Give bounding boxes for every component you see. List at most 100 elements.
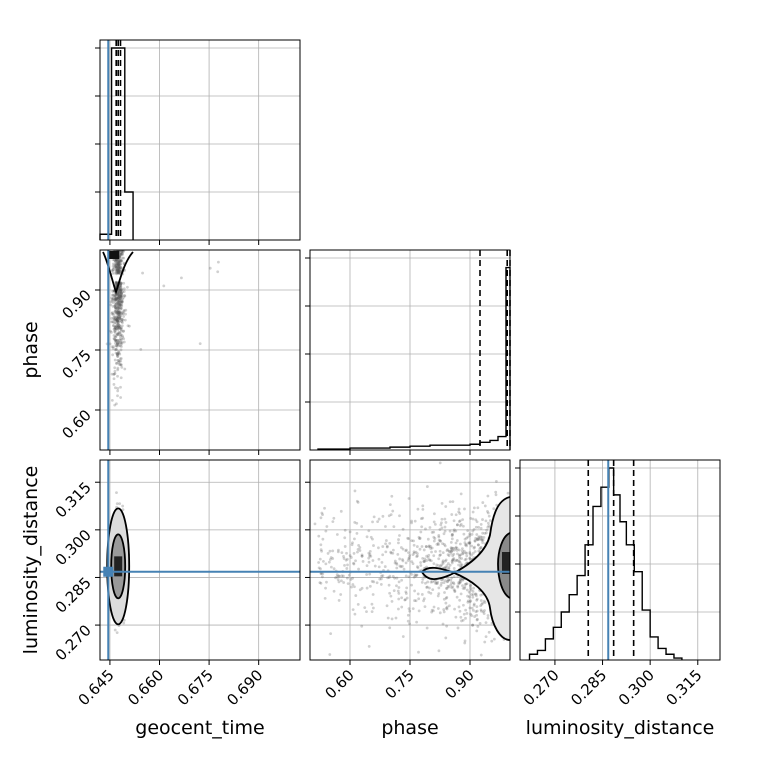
scatter-point xyxy=(115,258,119,262)
scatter-point xyxy=(114,265,118,269)
scatter-point xyxy=(397,597,401,601)
scatter-point xyxy=(119,285,123,289)
scatter-point xyxy=(120,300,123,304)
scatter-point xyxy=(471,595,475,599)
scatter-point xyxy=(116,311,120,315)
scatter-point xyxy=(112,383,116,386)
scatter-point xyxy=(116,342,120,346)
scatter-point xyxy=(481,531,485,535)
scatter-point xyxy=(325,580,328,584)
scatter-point xyxy=(119,326,122,330)
scatter-point xyxy=(116,301,120,304)
scatter-point xyxy=(421,504,425,508)
scatter-point xyxy=(120,291,124,295)
x-tick-label-geocent_time: 0.675 xyxy=(174,666,217,709)
scatter-point xyxy=(123,367,127,371)
scatter-point xyxy=(120,320,124,323)
scatter-point xyxy=(464,551,467,555)
scatter-point xyxy=(476,538,480,542)
scatter-point xyxy=(118,315,122,319)
scatter-point xyxy=(454,546,458,550)
scatter-point xyxy=(468,595,471,599)
scatter-point xyxy=(115,314,119,318)
scatter-point xyxy=(358,546,362,549)
scatter-point xyxy=(339,509,343,513)
scatter-point xyxy=(407,607,411,611)
scatter-point xyxy=(114,335,118,339)
scatter-point xyxy=(454,541,458,545)
scatter-point xyxy=(117,294,121,298)
scatter-point xyxy=(461,518,465,522)
scatter-point xyxy=(446,553,450,557)
scatter-point xyxy=(422,597,426,601)
scatter-point xyxy=(358,549,362,552)
scatter-point xyxy=(486,616,490,620)
scatter-point xyxy=(110,320,114,324)
scatter-point xyxy=(116,271,120,275)
scatter-point xyxy=(467,541,471,545)
scatter-point xyxy=(479,522,483,526)
scatter-point xyxy=(434,550,437,553)
scatter-point xyxy=(445,607,449,611)
scatter-point xyxy=(404,592,408,595)
scatter-point xyxy=(470,553,473,557)
scatter-point xyxy=(126,285,129,289)
scatter-point xyxy=(407,556,411,560)
scatter-point xyxy=(353,537,356,541)
scatter-point xyxy=(116,319,119,323)
scatter-point xyxy=(120,366,124,369)
scatter-point xyxy=(119,359,123,363)
y-axis-label-phase: phase xyxy=(20,321,42,378)
scatter-point xyxy=(400,578,404,582)
scatter-point xyxy=(450,576,454,580)
scatter-point xyxy=(321,513,324,517)
scatter-point xyxy=(115,281,118,285)
scatter-point xyxy=(469,588,473,592)
scatter-point xyxy=(115,310,119,313)
scatter-point xyxy=(400,564,404,568)
scatter-point xyxy=(110,399,114,402)
scatter-point xyxy=(404,590,408,594)
scatter-point xyxy=(119,328,123,332)
scatter-point xyxy=(434,581,437,585)
scatter-point xyxy=(117,260,121,264)
scatter-point xyxy=(452,546,455,550)
scatter-point xyxy=(118,337,122,341)
scatter-point xyxy=(342,554,345,558)
scatter-point xyxy=(369,554,373,558)
scatter-point xyxy=(422,548,426,552)
scatter-point xyxy=(432,535,436,539)
scatter-point xyxy=(404,598,407,602)
scatter-point xyxy=(416,566,420,570)
scatter-point xyxy=(115,261,119,265)
scatter-point xyxy=(444,558,448,562)
scatter-point xyxy=(397,541,400,545)
scatter-point xyxy=(116,325,120,328)
scatter-point xyxy=(117,269,121,273)
scatter-point xyxy=(398,557,402,561)
scatter-point xyxy=(476,543,480,547)
scatter-point xyxy=(475,609,479,613)
scatter-point xyxy=(117,290,121,294)
scatter-point xyxy=(114,344,118,348)
scatter-point xyxy=(111,264,115,268)
scatter-point xyxy=(337,574,340,578)
scatter-point xyxy=(113,330,116,333)
scatter-point xyxy=(121,253,124,256)
scatter-point xyxy=(118,338,121,342)
scatter-point xyxy=(120,310,124,314)
scatter-point xyxy=(480,602,484,606)
scatter-point xyxy=(111,293,114,297)
scatter-point xyxy=(118,334,122,338)
scatter-point xyxy=(448,550,451,554)
scatter-point xyxy=(483,532,487,535)
scatter-point xyxy=(391,575,395,578)
scatter-point xyxy=(115,316,119,320)
scatter-point xyxy=(474,610,478,614)
scatter-point xyxy=(462,612,466,616)
scatter-point xyxy=(435,563,439,567)
scatter-point xyxy=(336,550,340,554)
scatter-point xyxy=(116,309,120,313)
scatter-point xyxy=(116,268,119,272)
